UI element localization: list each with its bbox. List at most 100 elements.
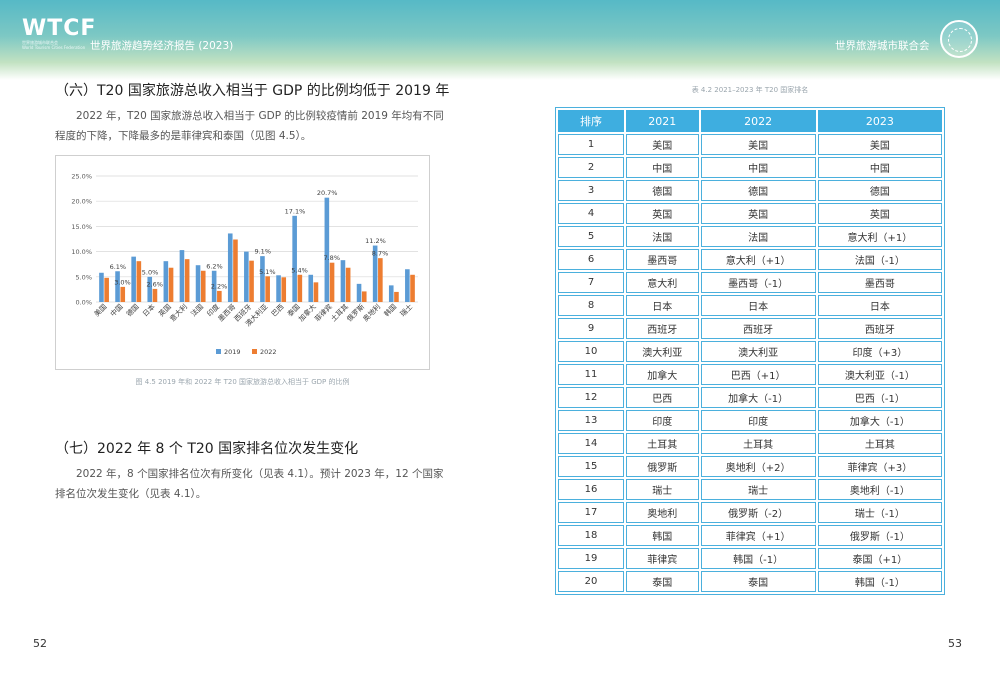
y-tick-label: 15.0% — [71, 223, 92, 231]
organization-title: 世界旅游城市联合会 — [835, 40, 930, 52]
legend-label: 2019 — [224, 348, 241, 356]
country-cell: 日本 — [626, 295, 699, 316]
bar-2019 — [163, 261, 169, 302]
logo-en: World Tourism Cities Federation — [22, 45, 86, 50]
country-cell: 俄罗斯 — [626, 456, 699, 477]
data-label: 3.0% — [114, 278, 131, 286]
bar-2022 — [345, 267, 351, 302]
bar-2022 — [410, 274, 415, 302]
bar-2022 — [120, 286, 126, 302]
data-label: 7.8% — [323, 254, 340, 262]
x-tick-label: 中国 — [108, 302, 124, 318]
bar-2019 — [115, 271, 120, 302]
country-cell: 俄罗斯（-1） — [817, 525, 942, 546]
x-tick-label: 瑞士 — [398, 302, 414, 318]
rank-cell: 15 — [558, 456, 624, 477]
table-row: 15 俄罗斯 奥地利（+2） 菲律宾（+3） — [558, 456, 942, 477]
country-cell: 澳大利亚 — [626, 341, 699, 362]
table-row: 20 泰国 泰国 韩国（-1） — [558, 571, 942, 592]
rank-cell: 19 — [558, 548, 624, 569]
rank-cell: 16 — [558, 479, 624, 500]
country-cell: 墨西哥 — [817, 272, 942, 293]
bar-2022 — [265, 276, 270, 302]
y-tick-label: 10.0% — [71, 248, 92, 256]
ranking-table: 排序 2021 2022 2023 1 美国 美国 美国 2 中国 中国 中国 3 德国 德国 德国 4… — [555, 107, 945, 595]
country-cell: 土耳其 — [817, 433, 942, 454]
country-cell: 澳大利亚 — [700, 341, 816, 362]
x-tick-label: 意大利 — [168, 302, 189, 323]
country-cell: 俄罗斯（-2） — [700, 502, 816, 523]
rank-cell: 12 — [558, 387, 624, 408]
country-cell: 中国 — [817, 157, 942, 178]
country-cell: 瑞士 — [700, 479, 816, 500]
bar-2022 — [297, 274, 303, 302]
logo-wordmark: WTCF — [22, 16, 97, 41]
rank-cell: 5 — [558, 226, 624, 247]
country-cell: 墨西哥 — [626, 249, 699, 270]
bar-2019 — [276, 275, 281, 302]
bar-2022 — [168, 267, 174, 302]
country-cell: 意大利 — [626, 272, 699, 293]
globe-icon — [940, 20, 978, 58]
bar-2022 — [313, 282, 319, 302]
country-cell: 土耳其 — [700, 433, 816, 454]
table-row: 14 土耳其 土耳其 土耳其 — [558, 433, 942, 454]
table-row: 1 美国 美国 美国 — [558, 134, 942, 155]
bar-2022 — [233, 239, 238, 302]
rank-cell: 1 — [558, 134, 624, 155]
y-tick-label: 5.0% — [75, 273, 92, 281]
country-cell: 德国 — [626, 180, 699, 201]
bar-2022 — [378, 258, 383, 302]
country-cell: 中国 — [626, 157, 699, 178]
table-row: 8 日本 日本 日本 — [558, 295, 942, 316]
rank-cell: 6 — [558, 249, 624, 270]
country-cell: 德国 — [817, 180, 942, 201]
country-cell: 西班牙 — [817, 318, 942, 339]
page-number-left: 52 — [33, 637, 47, 650]
bar-2019 — [99, 272, 104, 302]
country-cell: 美国 — [700, 134, 816, 155]
country-cell: 西班牙 — [700, 318, 816, 339]
country-cell: 瑞士（-1） — [817, 502, 942, 523]
bar-2022 — [249, 260, 254, 302]
table-row: 13 印度 印度 加拿大（-1） — [558, 410, 942, 431]
country-cell: 奥地利（-1） — [817, 479, 942, 500]
bar-2022 — [200, 270, 206, 302]
country-cell: 菲律宾 — [626, 548, 699, 569]
rank-cell: 2 — [558, 157, 624, 178]
table-row: 2 中国 中国 中国 — [558, 157, 942, 178]
bar-2022 — [184, 259, 190, 302]
table-row: 18 韩国 菲律宾（+1） 俄罗斯（-1） — [558, 525, 942, 546]
data-label: 5.4% — [291, 266, 308, 274]
x-tick-label: 日本 — [141, 302, 157, 318]
country-cell: 英国 — [626, 203, 699, 224]
y-tick-label: 20.0% — [71, 198, 92, 206]
country-cell: 巴西 — [626, 387, 699, 408]
x-tick-label: 法国 — [189, 302, 205, 318]
country-cell: 印度（+3） — [817, 341, 942, 362]
bar-2019 — [372, 245, 378, 302]
bar-2019 — [388, 285, 394, 302]
bar-2019 — [308, 274, 314, 302]
rank-cell: 20 — [558, 571, 624, 592]
country-cell: 意大利（+1） — [700, 249, 816, 270]
bar-2022 — [281, 277, 287, 302]
data-label: 17.1% — [285, 207, 306, 215]
y-tick-label: 25.0% — [71, 173, 92, 181]
country-cell: 巴西（+1） — [700, 364, 816, 385]
country-cell: 印度 — [626, 410, 699, 431]
data-label: 2.2% — [211, 282, 228, 290]
bar-2022 — [394, 291, 399, 302]
country-cell: 英国 — [817, 203, 942, 224]
country-cell: 加拿大 — [626, 364, 699, 385]
data-label: 11.2% — [365, 237, 386, 245]
col-header-rank: 排序 — [558, 110, 624, 132]
country-cell: 美国 — [626, 134, 699, 155]
data-label: 5.0% — [142, 268, 159, 276]
rank-cell: 17 — [558, 502, 624, 523]
section-heading-6: （六）T20 国家旅游总收入相当于 GDP 的比例均低于 2019 年 — [55, 83, 450, 99]
bar-2019 — [179, 250, 185, 302]
table-row: 7 意大利 墨西哥（-1） 墨西哥 — [558, 272, 942, 293]
x-tick-label: 德国 — [124, 302, 140, 318]
country-cell: 美国 — [817, 134, 942, 155]
